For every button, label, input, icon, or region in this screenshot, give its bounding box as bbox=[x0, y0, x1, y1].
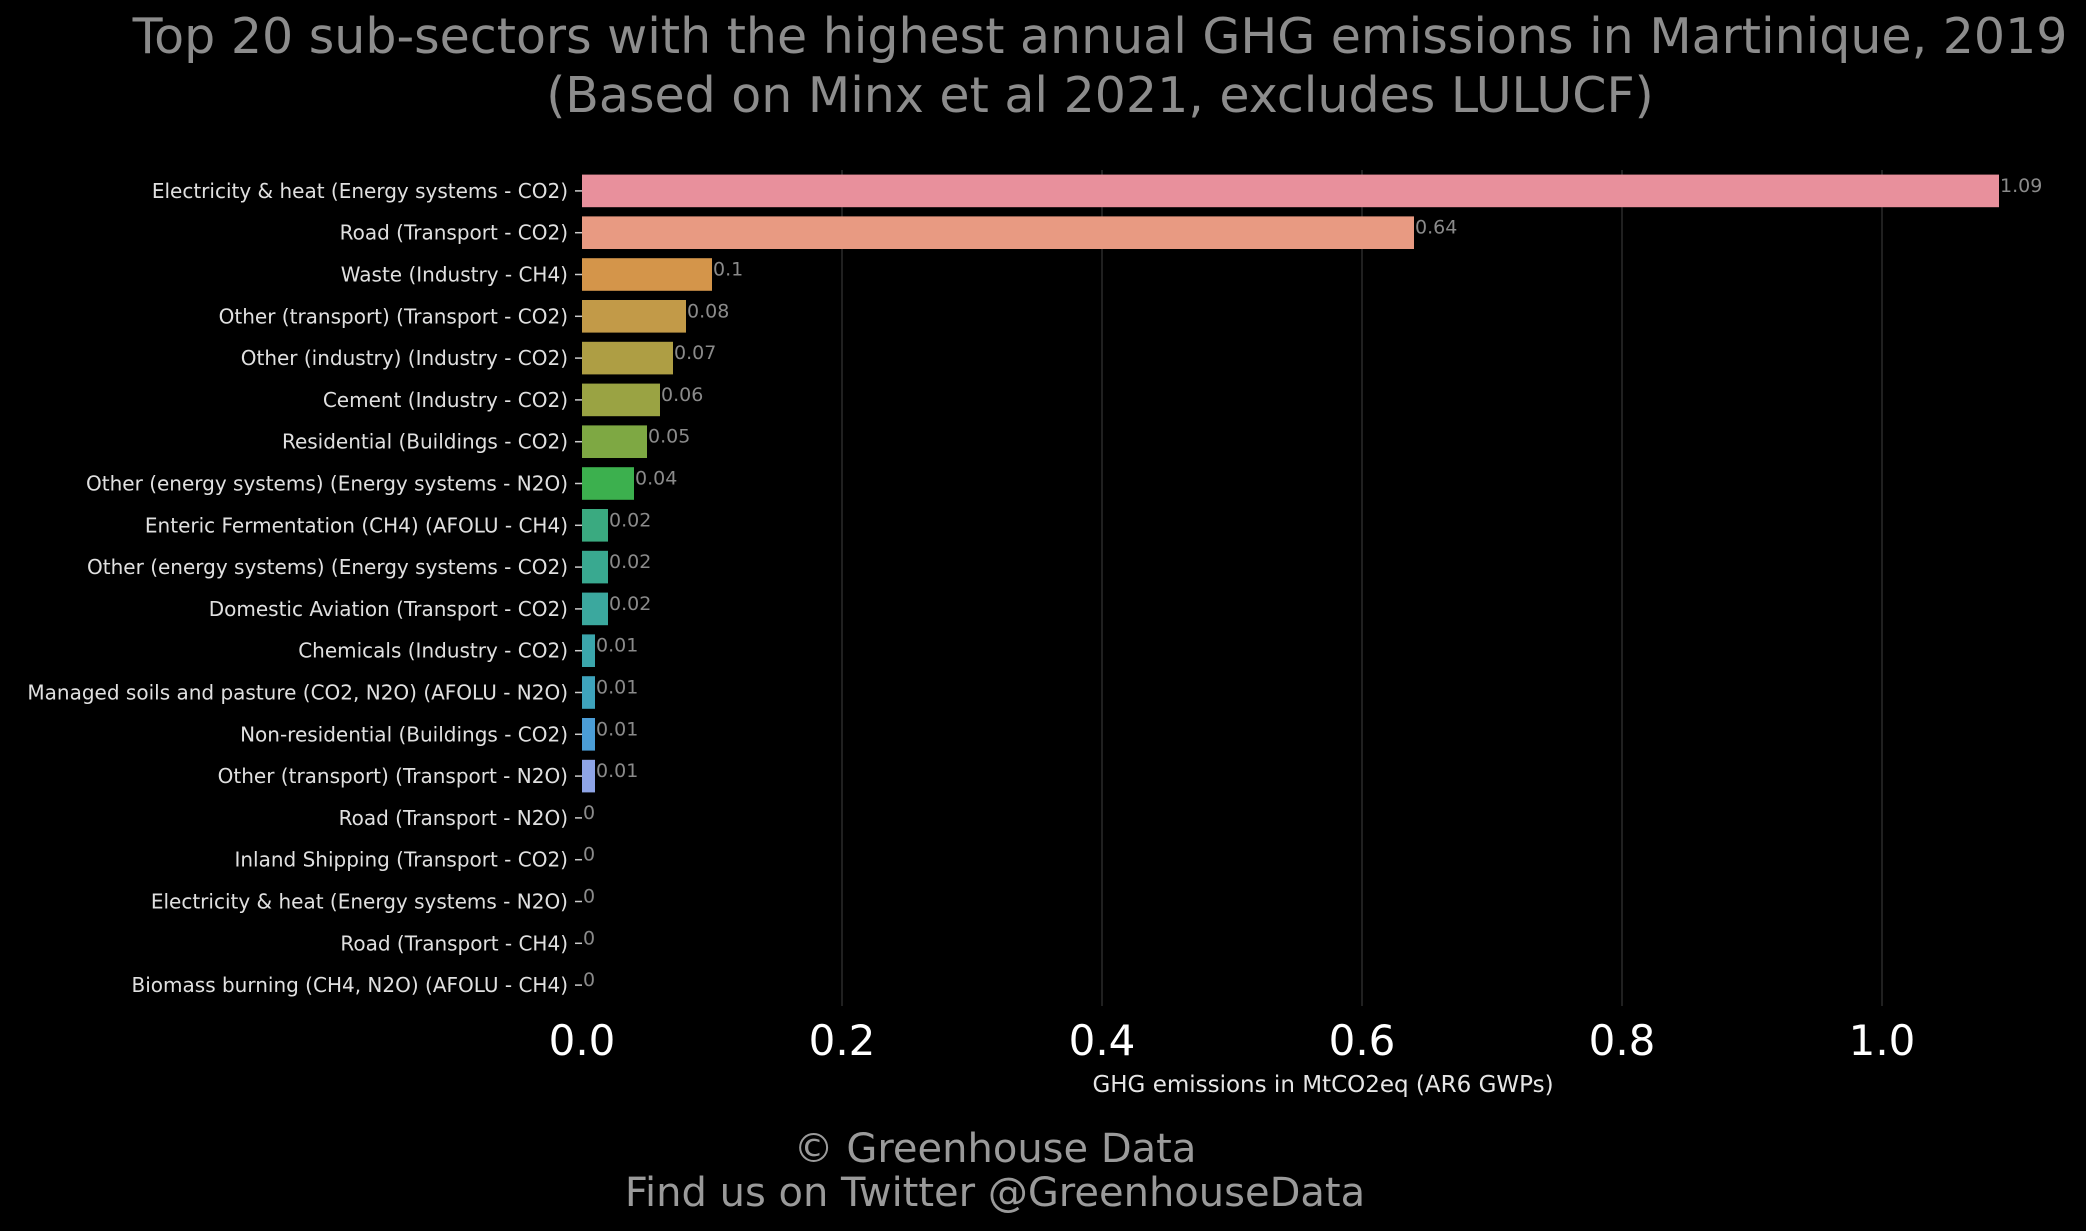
bar bbox=[582, 550, 608, 584]
category-label: Cement (Industry - CO2) bbox=[323, 388, 568, 412]
value-label: 0.01 bbox=[596, 718, 638, 740]
value-label: 0.1 bbox=[713, 259, 743, 281]
category-label: Waste (Industry - CH4) bbox=[341, 263, 568, 287]
category-label: Other (industry) (Industry - CO2) bbox=[241, 346, 568, 370]
category-label: Road (Transport - N2O) bbox=[339, 806, 568, 830]
bar bbox=[582, 383, 660, 417]
category-label: Other (transport) (Transport - N2O) bbox=[218, 764, 568, 788]
bar bbox=[582, 508, 608, 542]
footer-twitter: Find us on Twitter @GreenhouseData bbox=[625, 1170, 1365, 1216]
x-tick-label: 0.0 bbox=[549, 1016, 616, 1065]
bar bbox=[582, 425, 647, 459]
bar bbox=[582, 174, 1999, 208]
chart-subtitle: (Based on Minx et al 2021, excludes LULU… bbox=[546, 67, 1654, 124]
category-label: Road (Transport - CO2) bbox=[340, 221, 568, 245]
grid-lines bbox=[841, 170, 1883, 1006]
category-label: Inland Shipping (Transport - CO2) bbox=[234, 848, 568, 872]
value-label: 0 bbox=[583, 927, 595, 949]
x-axis-label: GHG emissions in MtCO2eq (AR6 GWPs) bbox=[1092, 1072, 1553, 1098]
value-label: 0.05 bbox=[648, 426, 690, 448]
category-label: Biomass burning (CH4, N2O) (AFOLU - CH4) bbox=[132, 973, 568, 997]
x-tick-label: 0.6 bbox=[1329, 1016, 1396, 1065]
category-label: Other (energy systems) (Energy systems -… bbox=[87, 555, 568, 579]
bar bbox=[582, 759, 595, 793]
x-tick-label: 0.2 bbox=[809, 1016, 876, 1065]
bar bbox=[582, 216, 1414, 250]
category-label: Other (energy systems) (Energy systems -… bbox=[86, 472, 568, 496]
value-label: 1.09 bbox=[2000, 175, 2042, 197]
category-label: Domestic Aviation (Transport - CO2) bbox=[209, 597, 568, 621]
value-label: 0.07 bbox=[674, 342, 716, 364]
footer-copyright: © Greenhouse Data bbox=[794, 1126, 1197, 1172]
bar bbox=[582, 258, 712, 291]
x-tick-label: 0.8 bbox=[1589, 1016, 1656, 1065]
category-label: Managed soils and pasture (CO2, N2O) (AF… bbox=[27, 681, 568, 705]
category-label: Non-residential (Buildings - CO2) bbox=[240, 722, 568, 746]
x-tick-label: 0.4 bbox=[1069, 1016, 1136, 1065]
value-label: 0.06 bbox=[661, 384, 703, 406]
category-labels: Electricity & heat (Energy systems - CO2… bbox=[27, 179, 582, 997]
value-label: 0.01 bbox=[596, 760, 638, 782]
value-label: 0.64 bbox=[1415, 217, 1457, 239]
value-labels: 1.09 0.64 0.1 0.08 0.07 0.06 0.05 0.04 0.02 0.02 0… bbox=[583, 175, 2042, 991]
value-label: 0 bbox=[583, 802, 595, 824]
value-label: 0 bbox=[583, 844, 595, 866]
category-label: Electricity & heat (Energy systems - N2O… bbox=[151, 890, 568, 914]
category-label: Chemicals (Industry - CO2) bbox=[298, 639, 568, 663]
value-label: 0 bbox=[583, 969, 595, 991]
bar bbox=[582, 467, 634, 500]
bars bbox=[582, 174, 1999, 793]
value-label: 0.02 bbox=[609, 551, 651, 573]
bar bbox=[582, 592, 608, 626]
value-label: 0.04 bbox=[635, 468, 677, 490]
category-label: Road (Transport - CH4) bbox=[340, 931, 568, 955]
value-label: 0.02 bbox=[609, 593, 651, 615]
value-label: 0.01 bbox=[596, 677, 638, 699]
value-label: 0.01 bbox=[596, 635, 638, 657]
bar bbox=[582, 634, 595, 668]
chart-title: Top 20 sub-sectors with the highest annu… bbox=[132, 8, 2068, 65]
category-label: Enteric Fermentation (CH4) (AFOLU - CH4) bbox=[145, 513, 568, 537]
value-label: 0 bbox=[583, 886, 595, 908]
bar bbox=[582, 299, 686, 333]
category-label: Other (transport) (Transport - CO2) bbox=[219, 304, 568, 328]
bar bbox=[582, 341, 673, 375]
value-label: 0.08 bbox=[687, 300, 729, 322]
bar bbox=[582, 676, 595, 709]
value-label: 0.02 bbox=[609, 509, 651, 531]
x-tick-labels: 0.0 0.2 0.4 0.6 0.8 1.0 bbox=[549, 1016, 1916, 1065]
x-tick-label: 1.0 bbox=[1849, 1016, 1916, 1065]
category-label: Residential (Buildings - CO2) bbox=[282, 430, 568, 454]
category-label: Electricity & heat (Energy systems - CO2… bbox=[152, 179, 568, 203]
bar bbox=[582, 717, 595, 751]
